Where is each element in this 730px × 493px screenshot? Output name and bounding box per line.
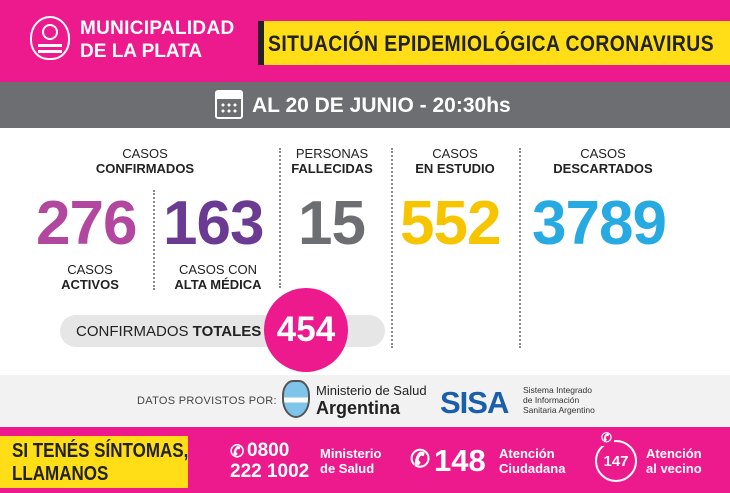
city-seal-icon <box>30 16 70 60</box>
totals-label: CONFIRMADOS TOTALES <box>76 323 262 340</box>
recovered-cases-value: 163 <box>163 189 264 258</box>
phone-0800-line2[interactable]: 222 1002 <box>230 461 310 482</box>
calendar-icon <box>215 90 243 119</box>
providers-label: DATOS PROVISTOS POR: <box>137 395 277 407</box>
active-cases-label: CASOS ACTIVOS <box>61 262 119 292</box>
sisa-logo: SISA <box>440 385 509 420</box>
phone-147-description: Atención al vecino <box>646 446 702 476</box>
title-box <box>258 21 730 65</box>
call-to-action-line1: SI TENÉS SÍNTOMAS, <box>12 440 189 462</box>
ministerio-name: Ministerio de Salud <box>316 383 427 398</box>
call-to-action-box <box>0 436 188 488</box>
phone-147-badge[interactable]: 147 <box>595 440 637 482</box>
divider <box>391 148 393 348</box>
recovered-cases-label: CASOS CON ALTA MÉDICA <box>174 262 262 292</box>
phone-148[interactable]: 148 <box>434 443 486 478</box>
page-title: SITUACIÓN EPIDEMIOLÓGICA CORONAVIRUS <box>268 31 715 56</box>
confirmed-label: CASOS CONFIRMADOS <box>95 146 195 176</box>
divider <box>153 190 155 290</box>
phone-0800-line1[interactable]: 0800 <box>247 440 290 461</box>
active-cases-value: 276 <box>36 189 137 258</box>
totals-value: 454 <box>264 288 348 372</box>
phone-icon: ✆ <box>410 446 431 473</box>
discarded-label: CASOS DESCARTADOS <box>553 146 653 176</box>
municipality-name-line2: DE LA PLATA <box>80 41 203 62</box>
report-date: AL 20 DE JUNIO - 20:30hs <box>252 94 511 117</box>
deceased-value: 15 <box>298 189 366 258</box>
under-study-value: 552 <box>400 189 501 258</box>
ministerio-country: Argentina <box>316 398 401 418</box>
divider <box>279 148 281 288</box>
argentina-shield-icon <box>282 380 310 418</box>
providers-band <box>0 375 730 427</box>
date-bar <box>0 82 730 128</box>
call-to-action-line2: LLAMANOS <box>12 463 109 485</box>
sisa-description: Sistema Integrado de Información Sanitar… <box>523 385 595 415</box>
under-study-label: CASOS EN ESTUDIO <box>415 146 495 176</box>
phone-148-description: Atención Ciudadana <box>499 446 566 476</box>
phone-icon: ✆ <box>230 442 245 461</box>
discarded-value: 3789 <box>532 189 667 258</box>
phone-icon: ✆ <box>599 430 614 446</box>
phone-0800-description: Ministerio de Salud <box>320 446 382 476</box>
municipality-name-line1: MUNICIPALIDAD <box>80 18 235 39</box>
deceased-label: PERSONAS FALLECIDAS <box>291 146 373 176</box>
divider <box>519 148 521 348</box>
